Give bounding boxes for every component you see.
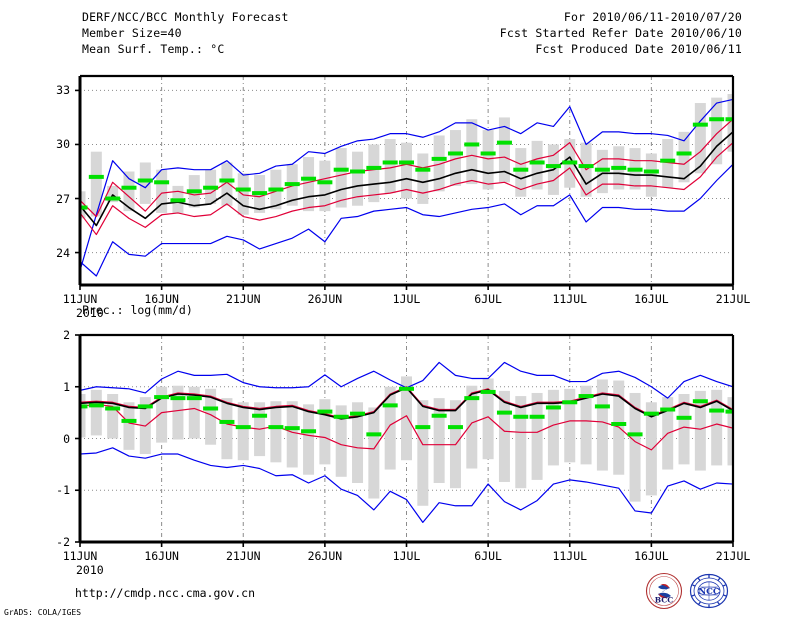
logo-group: BCC NCC — [645, 572, 729, 610]
svg-text:NCC: NCC — [698, 587, 720, 597]
forecast-title: DERF/NCC/BCC Monthly Forecast — [82, 10, 289, 24]
member-size-label: Member Size=40 — [82, 26, 182, 40]
forecast-period-label: For 2010/06/11-2010/07/20 — [563, 10, 742, 24]
y-axis-tick: 27 — [56, 191, 70, 206]
x-axis-tick: 11JUN — [62, 292, 98, 306]
y-axis-tick: 0 — [63, 431, 70, 446]
x-axis-tick: 1JUL — [392, 549, 421, 563]
x-axis-tick: 26JUN — [307, 549, 343, 563]
y-axis-tick: 30 — [56, 137, 70, 152]
x-axis-tick: 16JUL — [634, 292, 669, 306]
svg-text:BCC: BCC — [655, 596, 673, 605]
x-axis-tick: 11JUL — [552, 549, 588, 563]
temperature-chart: 24 27 30 33 11JUN 16JUN 21JUN 26JUN 1JUL 6JUL 11JU… — [0, 62, 800, 320]
x-axis-tick: 1JUL — [392, 292, 421, 306]
x-axis-tick: 6JUL — [474, 549, 502, 563]
x-axis-tick: 11JUL — [552, 292, 588, 306]
temperature-panel-label: Mean Surf. Temp.: °C — [82, 42, 225, 56]
x-axis-tick: 21JUN — [225, 549, 261, 563]
x-axis-tick: 21JUL — [715, 292, 751, 306]
y-axis-tick: 1 — [63, 379, 70, 394]
y-axis-tick: -1 — [56, 483, 70, 498]
precipitation-chart: -2 -1 0 1 2 11JUN 16JUN 21JUN 26JUN 1JUL 6JUL 11JUL… — [0, 318, 800, 577]
fcst-produced-date-label: Fcst Produced Date 2010/06/11 — [535, 42, 742, 56]
x-axis-tick: 21JUN — [225, 292, 261, 306]
y-axis-tick: 33 — [56, 83, 70, 98]
x-axis-tick: 16JUL — [634, 549, 669, 563]
bcc-logo: BCC — [645, 572, 683, 610]
x-axis-year-label: 2010 — [76, 563, 104, 577]
x-axis-tick: 16JUN — [144, 292, 179, 306]
ncc-logo: NCC — [689, 573, 729, 609]
y-axis-tick: 2 — [63, 328, 70, 342]
x-axis-tick: 11JUN — [62, 549, 98, 563]
y-axis-tick: -2 — [56, 535, 70, 549]
x-axis-tick: 16JUN — [144, 549, 179, 563]
precipitation-panel-label: Prec.: log(mm/d) — [82, 303, 193, 317]
x-axis-tick: 21JUL — [715, 549, 751, 563]
cmdp-url[interactable]: http://cmdp.ncc.cma.gov.cn — [75, 586, 256, 600]
x-axis-year-label: 2010 — [76, 306, 104, 320]
grads-credit: GrADS: COLA/IGES — [4, 608, 82, 617]
x-axis-tick: 6JUL — [474, 292, 502, 306]
fcst-started-date-label: Fcst Started Refer Date 2010/06/10 — [499, 26, 742, 40]
y-axis-tick: 24 — [56, 245, 70, 260]
x-axis-tick: 26JUN — [307, 292, 343, 306]
